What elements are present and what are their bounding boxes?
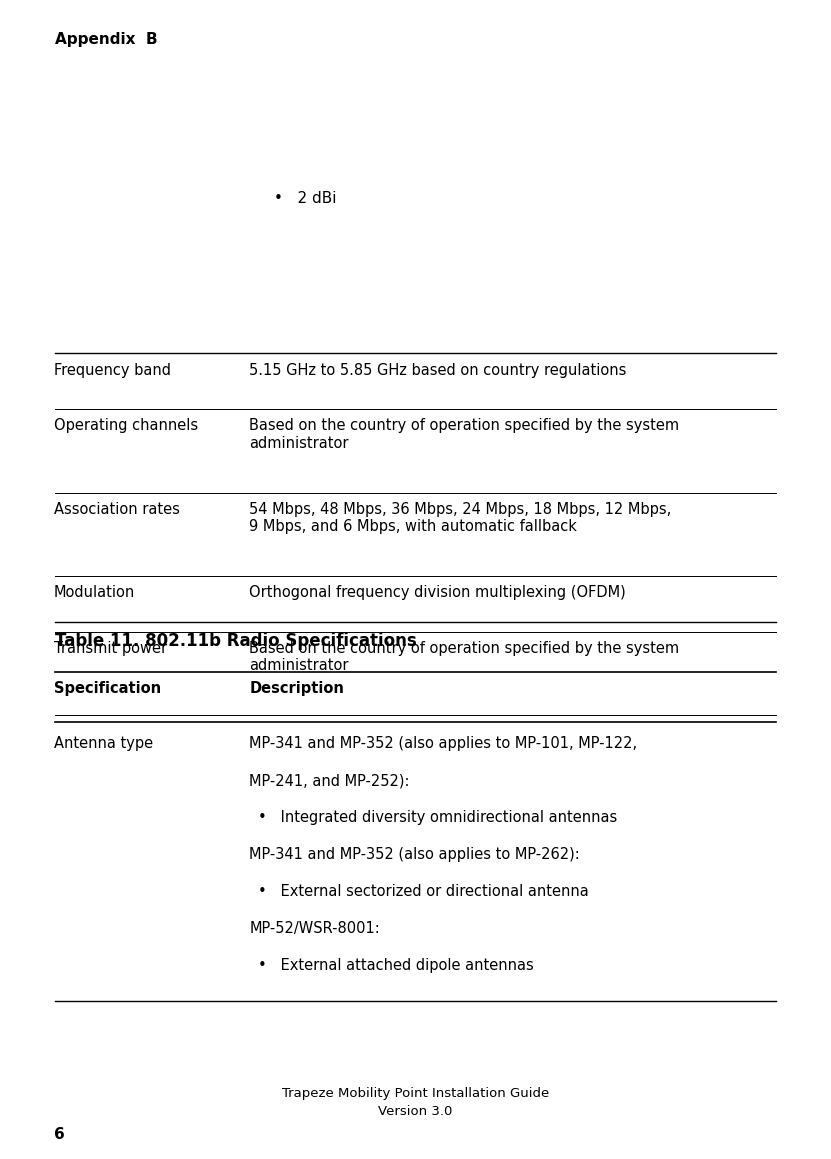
- Text: •   External sectorized or directional antenna: • External sectorized or directional ant…: [258, 884, 588, 899]
- Text: MP-341 and MP-352 (also applies to MP-101, MP-122,: MP-341 and MP-352 (also applies to MP-10…: [249, 736, 637, 751]
- Text: MP-241, and MP-252):: MP-241, and MP-252):: [249, 773, 410, 788]
- Text: Appendix  B: Appendix B: [55, 32, 158, 48]
- Text: •   2 dBi: • 2 dBi: [274, 191, 337, 206]
- Text: 54 Mbps, 48 Mbps, 36 Mbps, 24 Mbps, 18 Mbps, 12 Mbps,
9 Mbps, and 6 Mbps, with a: 54 Mbps, 48 Mbps, 36 Mbps, 24 Mbps, 18 M…: [249, 502, 671, 534]
- Text: Description: Description: [249, 681, 344, 697]
- Text: •   External attached dipole antennas: • External attached dipole antennas: [258, 958, 534, 974]
- Text: 5.15 GHz to 5.85 GHz based on country regulations: 5.15 GHz to 5.85 GHz based on country re…: [249, 363, 627, 378]
- Text: Frequency band: Frequency band: [54, 363, 171, 378]
- Text: Modulation: Modulation: [54, 585, 135, 600]
- Text: Version 3.0: Version 3.0: [378, 1105, 453, 1117]
- Text: Antenna type: Antenna type: [54, 736, 153, 751]
- Text: Association rates: Association rates: [54, 502, 179, 517]
- Text: MP-341 and MP-352 (also applies to MP-262):: MP-341 and MP-352 (also applies to MP-26…: [249, 847, 580, 862]
- Text: Table 11. 802.11b Radio Specifications: Table 11. 802.11b Radio Specifications: [55, 632, 417, 650]
- Text: Transmit power: Transmit power: [54, 641, 167, 656]
- Text: •   Integrated diversity omnidirectional antennas: • Integrated diversity omnidirectional a…: [258, 810, 617, 825]
- Text: MP-52/WSR-8001:: MP-52/WSR-8001:: [249, 921, 380, 936]
- Text: Specification: Specification: [54, 681, 161, 697]
- Text: Orthogonal frequency division multiplexing (OFDM): Orthogonal frequency division multiplexi…: [249, 585, 626, 600]
- Text: Operating channels: Operating channels: [54, 418, 198, 433]
- Text: 6: 6: [54, 1127, 65, 1142]
- Text: Trapeze Mobility Point Installation Guide: Trapeze Mobility Point Installation Guid…: [282, 1087, 549, 1100]
- Text: Based on the country of operation specified by the system
administrator: Based on the country of operation specif…: [249, 418, 680, 451]
- Text: Based on the country of operation specified by the system
administrator: Based on the country of operation specif…: [249, 641, 680, 673]
